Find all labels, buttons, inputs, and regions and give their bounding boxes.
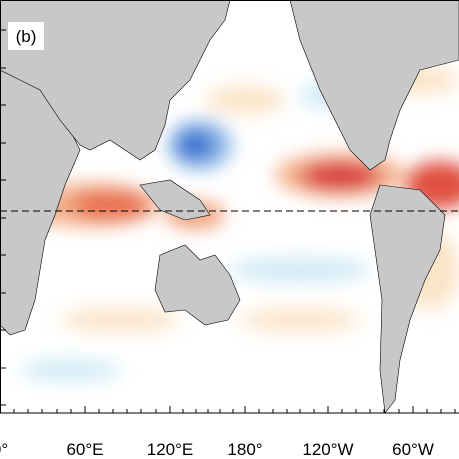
australia [154,244,241,326]
lon-label: 0° [0,440,8,459]
lon-label: 120°E [147,440,194,459]
asia [0,0,231,161]
south-america [369,184,446,413]
lon-label: 60°W [392,440,434,459]
lon-label: 120°W [302,440,353,459]
ticks [0,29,456,413]
lon-label: 60°E [66,440,103,459]
panel-label-box [8,22,44,50]
maritime-continent [139,179,211,221]
lon-label: 180° [227,440,262,459]
panel-label: (b) [16,27,37,46]
land [0,0,459,413]
anomaly-field [0,0,459,413]
north-america [289,0,459,171]
lon-labels: 0° 60°E 120°E 180° 120°W 60°W [0,440,434,459]
frame [0,0,459,414]
